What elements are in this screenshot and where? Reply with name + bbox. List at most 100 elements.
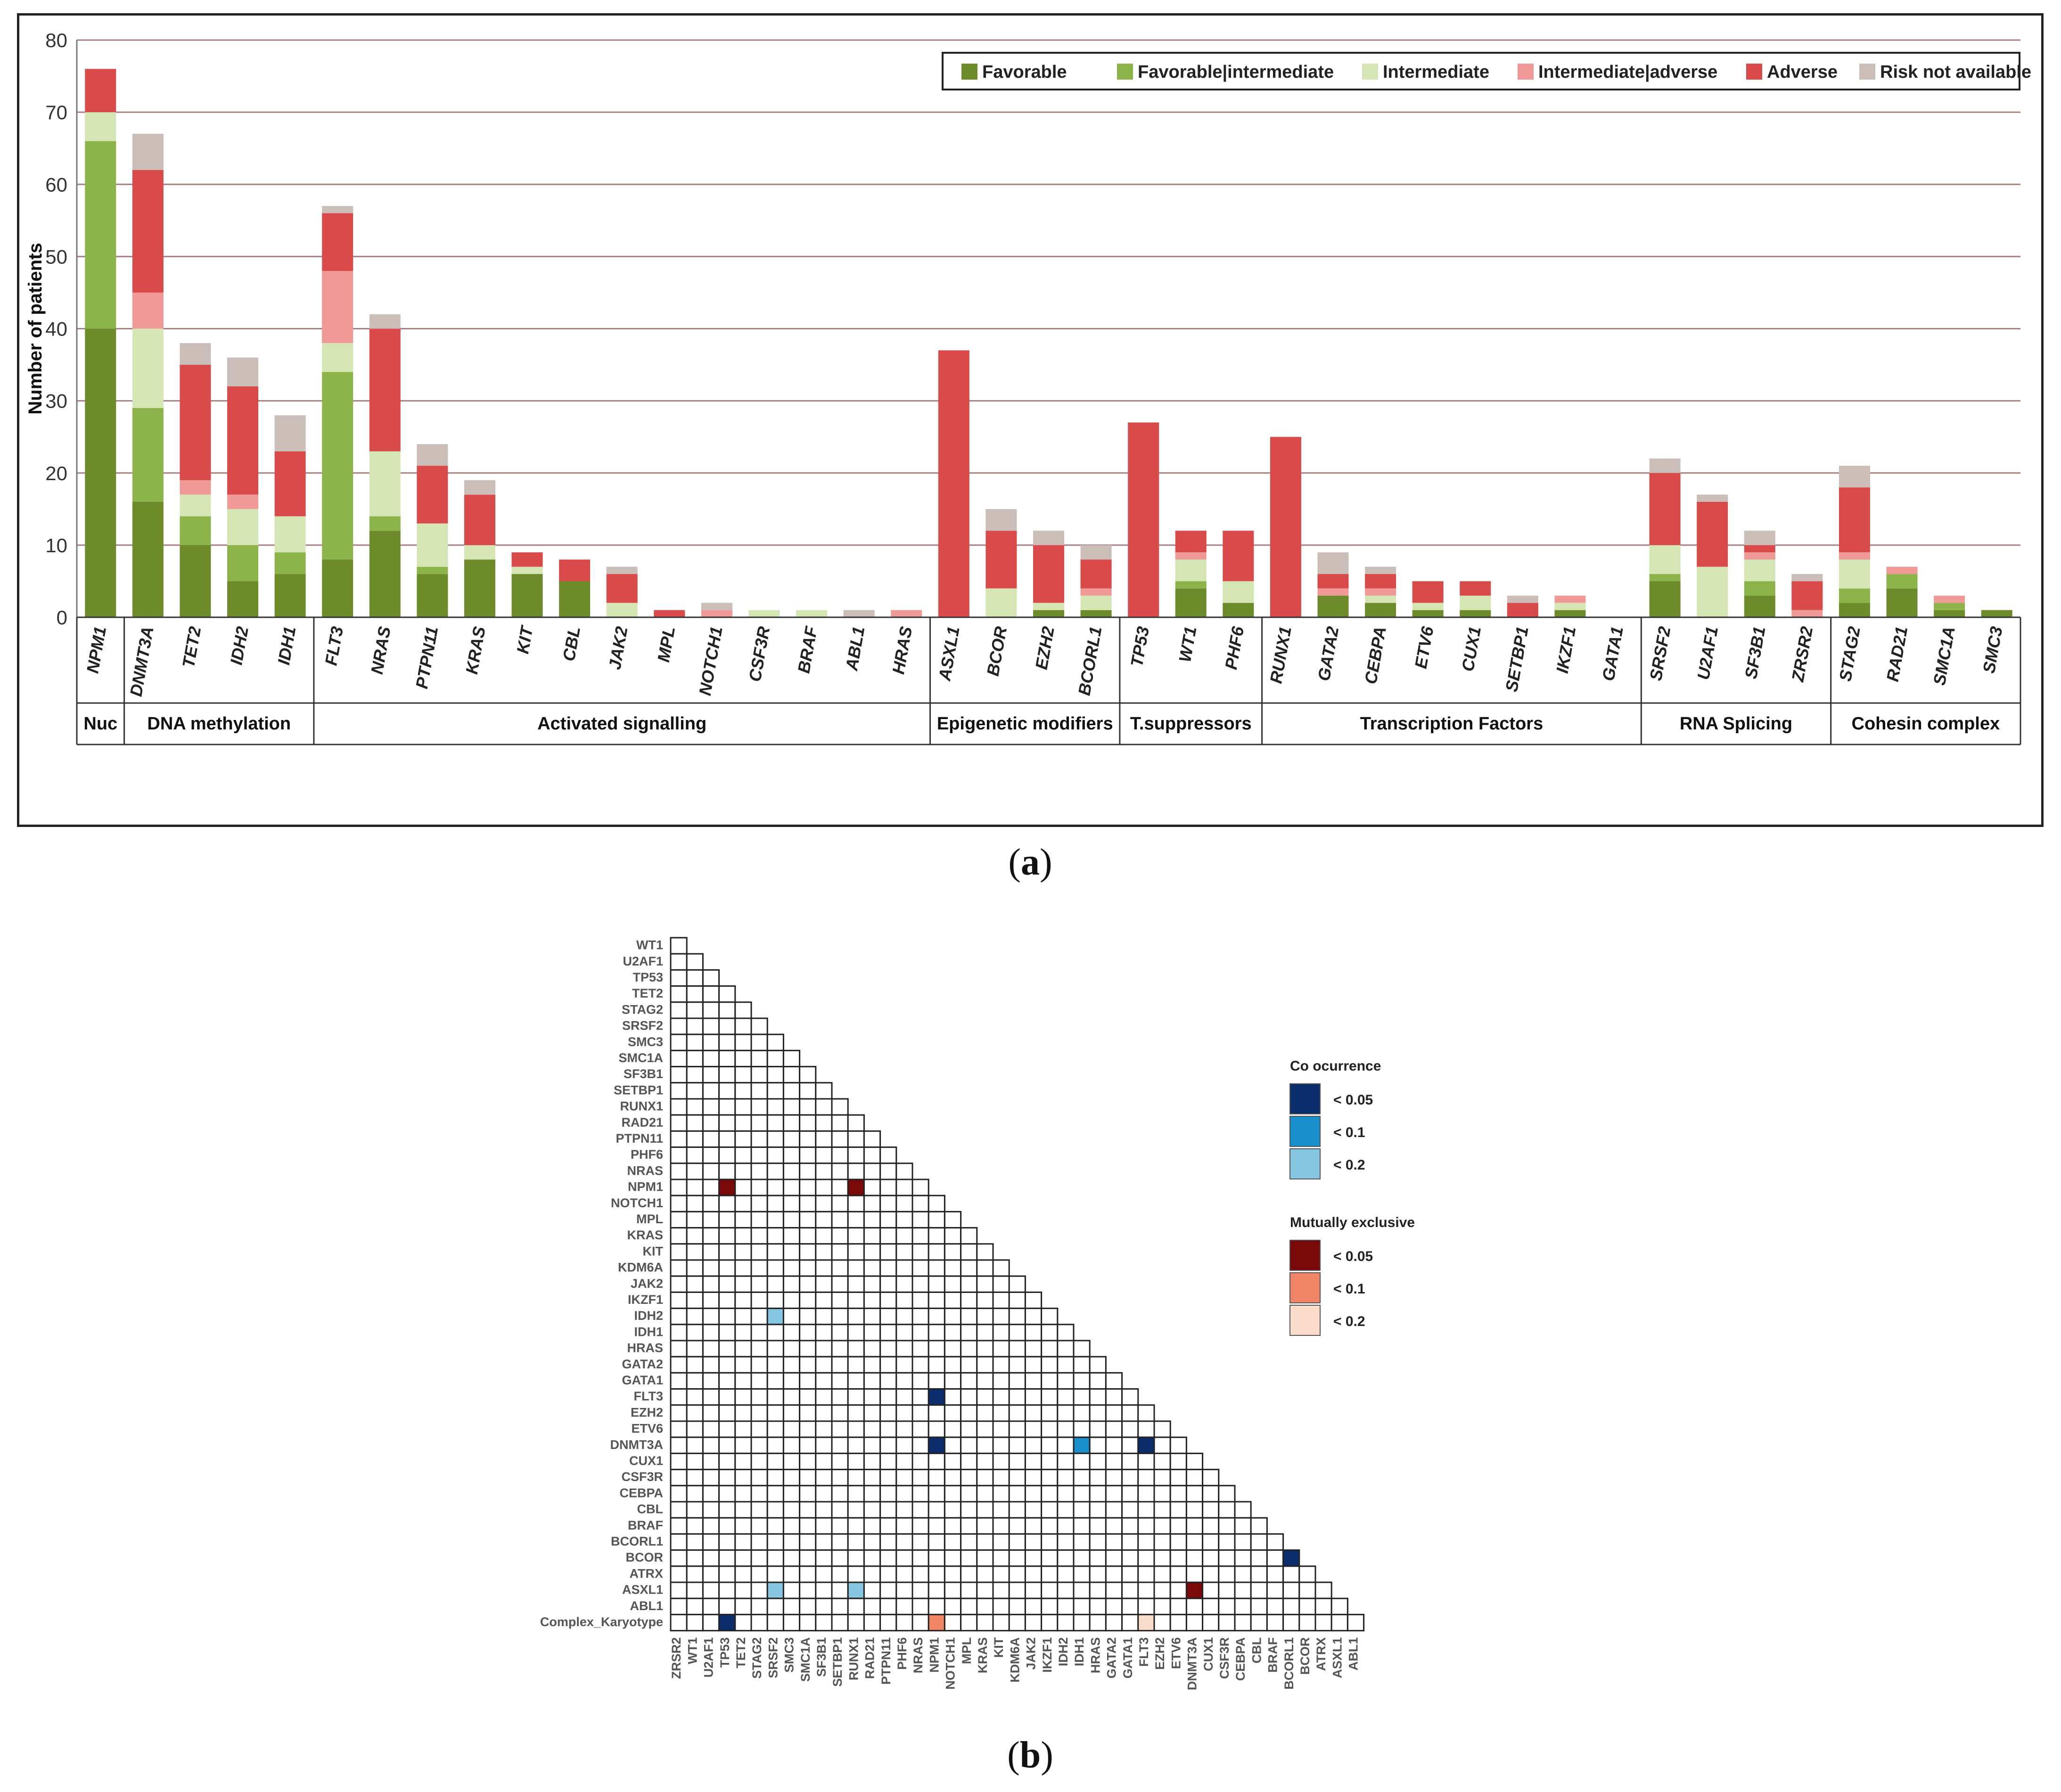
column-label: PTPN11 [879,1637,893,1685]
heatmap-cell [928,1420,945,1438]
bar-segment [1744,552,1775,560]
heatmap-cell [734,1017,752,1035]
heatmap-cell [1041,1517,1059,1535]
row-label: MPL [636,1212,663,1226]
heatmap-cell [750,1259,768,1277]
y-tick-label: 20 [45,462,67,484]
heatmap-cell [863,1227,881,1245]
heatmap-cell [1073,1613,1091,1632]
heatmap-cell [976,1308,994,1326]
bar-segment [274,574,306,617]
heatmap-cell [782,1227,801,1245]
heatmap-cell [718,1485,736,1503]
heatmap-cell [831,1098,849,1116]
heatmap-cell [718,1114,736,1132]
heatmap-cell [1218,1485,1236,1503]
heatmap-cell [1105,1517,1123,1535]
legend-label: Adverse [1767,62,1838,82]
bar-segment [1697,494,1728,502]
heatmap-cell [976,1436,994,1454]
x-tick-label: RAD21 [1883,625,1912,683]
row-label: KDM6A [618,1260,663,1275]
heatmap-cell [734,1597,752,1615]
heatmap-cell [1057,1469,1075,1487]
heatmap-cell [686,1162,704,1180]
heatmap-cell [879,1533,897,1551]
heatmap-cell [1185,1469,1204,1487]
heatmap-cell [831,1372,849,1390]
heatmap-cell [1041,1581,1059,1599]
heatmap-cell [1024,1501,1043,1519]
heatmap-cell [766,1533,784,1551]
heatmap-cell [992,1581,1010,1599]
heatmap-cell [1041,1372,1059,1390]
heatmap-cell [911,1308,929,1326]
heatmap-cell [782,1178,801,1196]
heatmap-cell [895,1388,913,1406]
heatmap-cell [718,1533,736,1551]
heatmap-cell [1121,1420,1139,1438]
heatmap-cell [750,1308,768,1326]
heatmap-cell [960,1517,978,1535]
heatmap-cell [1202,1549,1220,1567]
heatmap-cell [702,1581,720,1599]
heatmap-cell [863,1404,881,1422]
heatmap-cell [1105,1565,1123,1583]
heatmap-cell [831,1243,849,1261]
heatmap-cell [831,1324,849,1342]
heatmap-cell [1169,1517,1187,1535]
bar-segment [1175,559,1207,581]
heatmap-cell [1057,1436,1075,1454]
bar-segment [1839,559,1870,589]
heatmap-cell [799,1227,817,1245]
heatmap-cell [831,1291,849,1309]
bar-segment [1554,610,1586,617]
y-tick-label: 60 [45,173,67,196]
heatmap-cell [799,1340,817,1358]
heatmap-cell [799,1243,817,1261]
bar-segment [1317,588,1349,596]
heatmap-cell [766,1130,784,1148]
heatmap-cell [1169,1533,1187,1551]
heatmap-cell [782,1146,801,1164]
heatmap-cell [992,1469,1010,1487]
bar-segment [701,603,732,610]
heatmap-cell [847,1372,865,1390]
column-label: HRAS [1088,1637,1102,1674]
heatmap-cell [960,1275,978,1293]
heatmap-cell [1105,1372,1123,1390]
heatmap-cell [782,1098,801,1116]
heatmap-cell [750,1485,768,1503]
heatmap-cell [1121,1533,1139,1551]
heatmap-cell [976,1517,994,1535]
heatmap-cell [750,1195,768,1212]
heatmap-cell [928,1581,945,1599]
heatmap-cell [799,1291,817,1309]
heatmap-cell [1153,1517,1171,1535]
heatmap-cell [750,1066,768,1084]
bar-segment [1223,603,1254,617]
heatmap-cell [766,1275,784,1293]
bar-segment [1744,559,1775,581]
heatmap-cell [1250,1565,1268,1583]
heatmap-cell [960,1485,978,1503]
heatmap-cell [799,1324,817,1342]
column-label: RAD21 [863,1637,877,1679]
column-label: SF3B1 [814,1637,829,1677]
bar-segment [322,372,353,560]
row-label: FLT3 [634,1389,664,1403]
heatmap-cell [1330,1597,1348,1615]
heatmap-cell [1073,1597,1091,1615]
heatmap-cell [766,1114,784,1132]
heatmap-cell [670,1033,688,1051]
x-tick-label: NOTCH1 [695,625,726,697]
heatmap-cell [1153,1469,1171,1487]
column-label: ETV6 [1169,1637,1183,1669]
heatmap-cell [782,1356,801,1374]
x-tick-label: RUNX1 [1266,625,1295,685]
x-tick-label: CEBPA [1361,625,1390,686]
bar-segment [227,357,259,386]
heatmap-cell [1041,1469,1059,1487]
heatmap-cell [863,1308,881,1326]
row-label: IKZF1 [628,1293,663,1307]
